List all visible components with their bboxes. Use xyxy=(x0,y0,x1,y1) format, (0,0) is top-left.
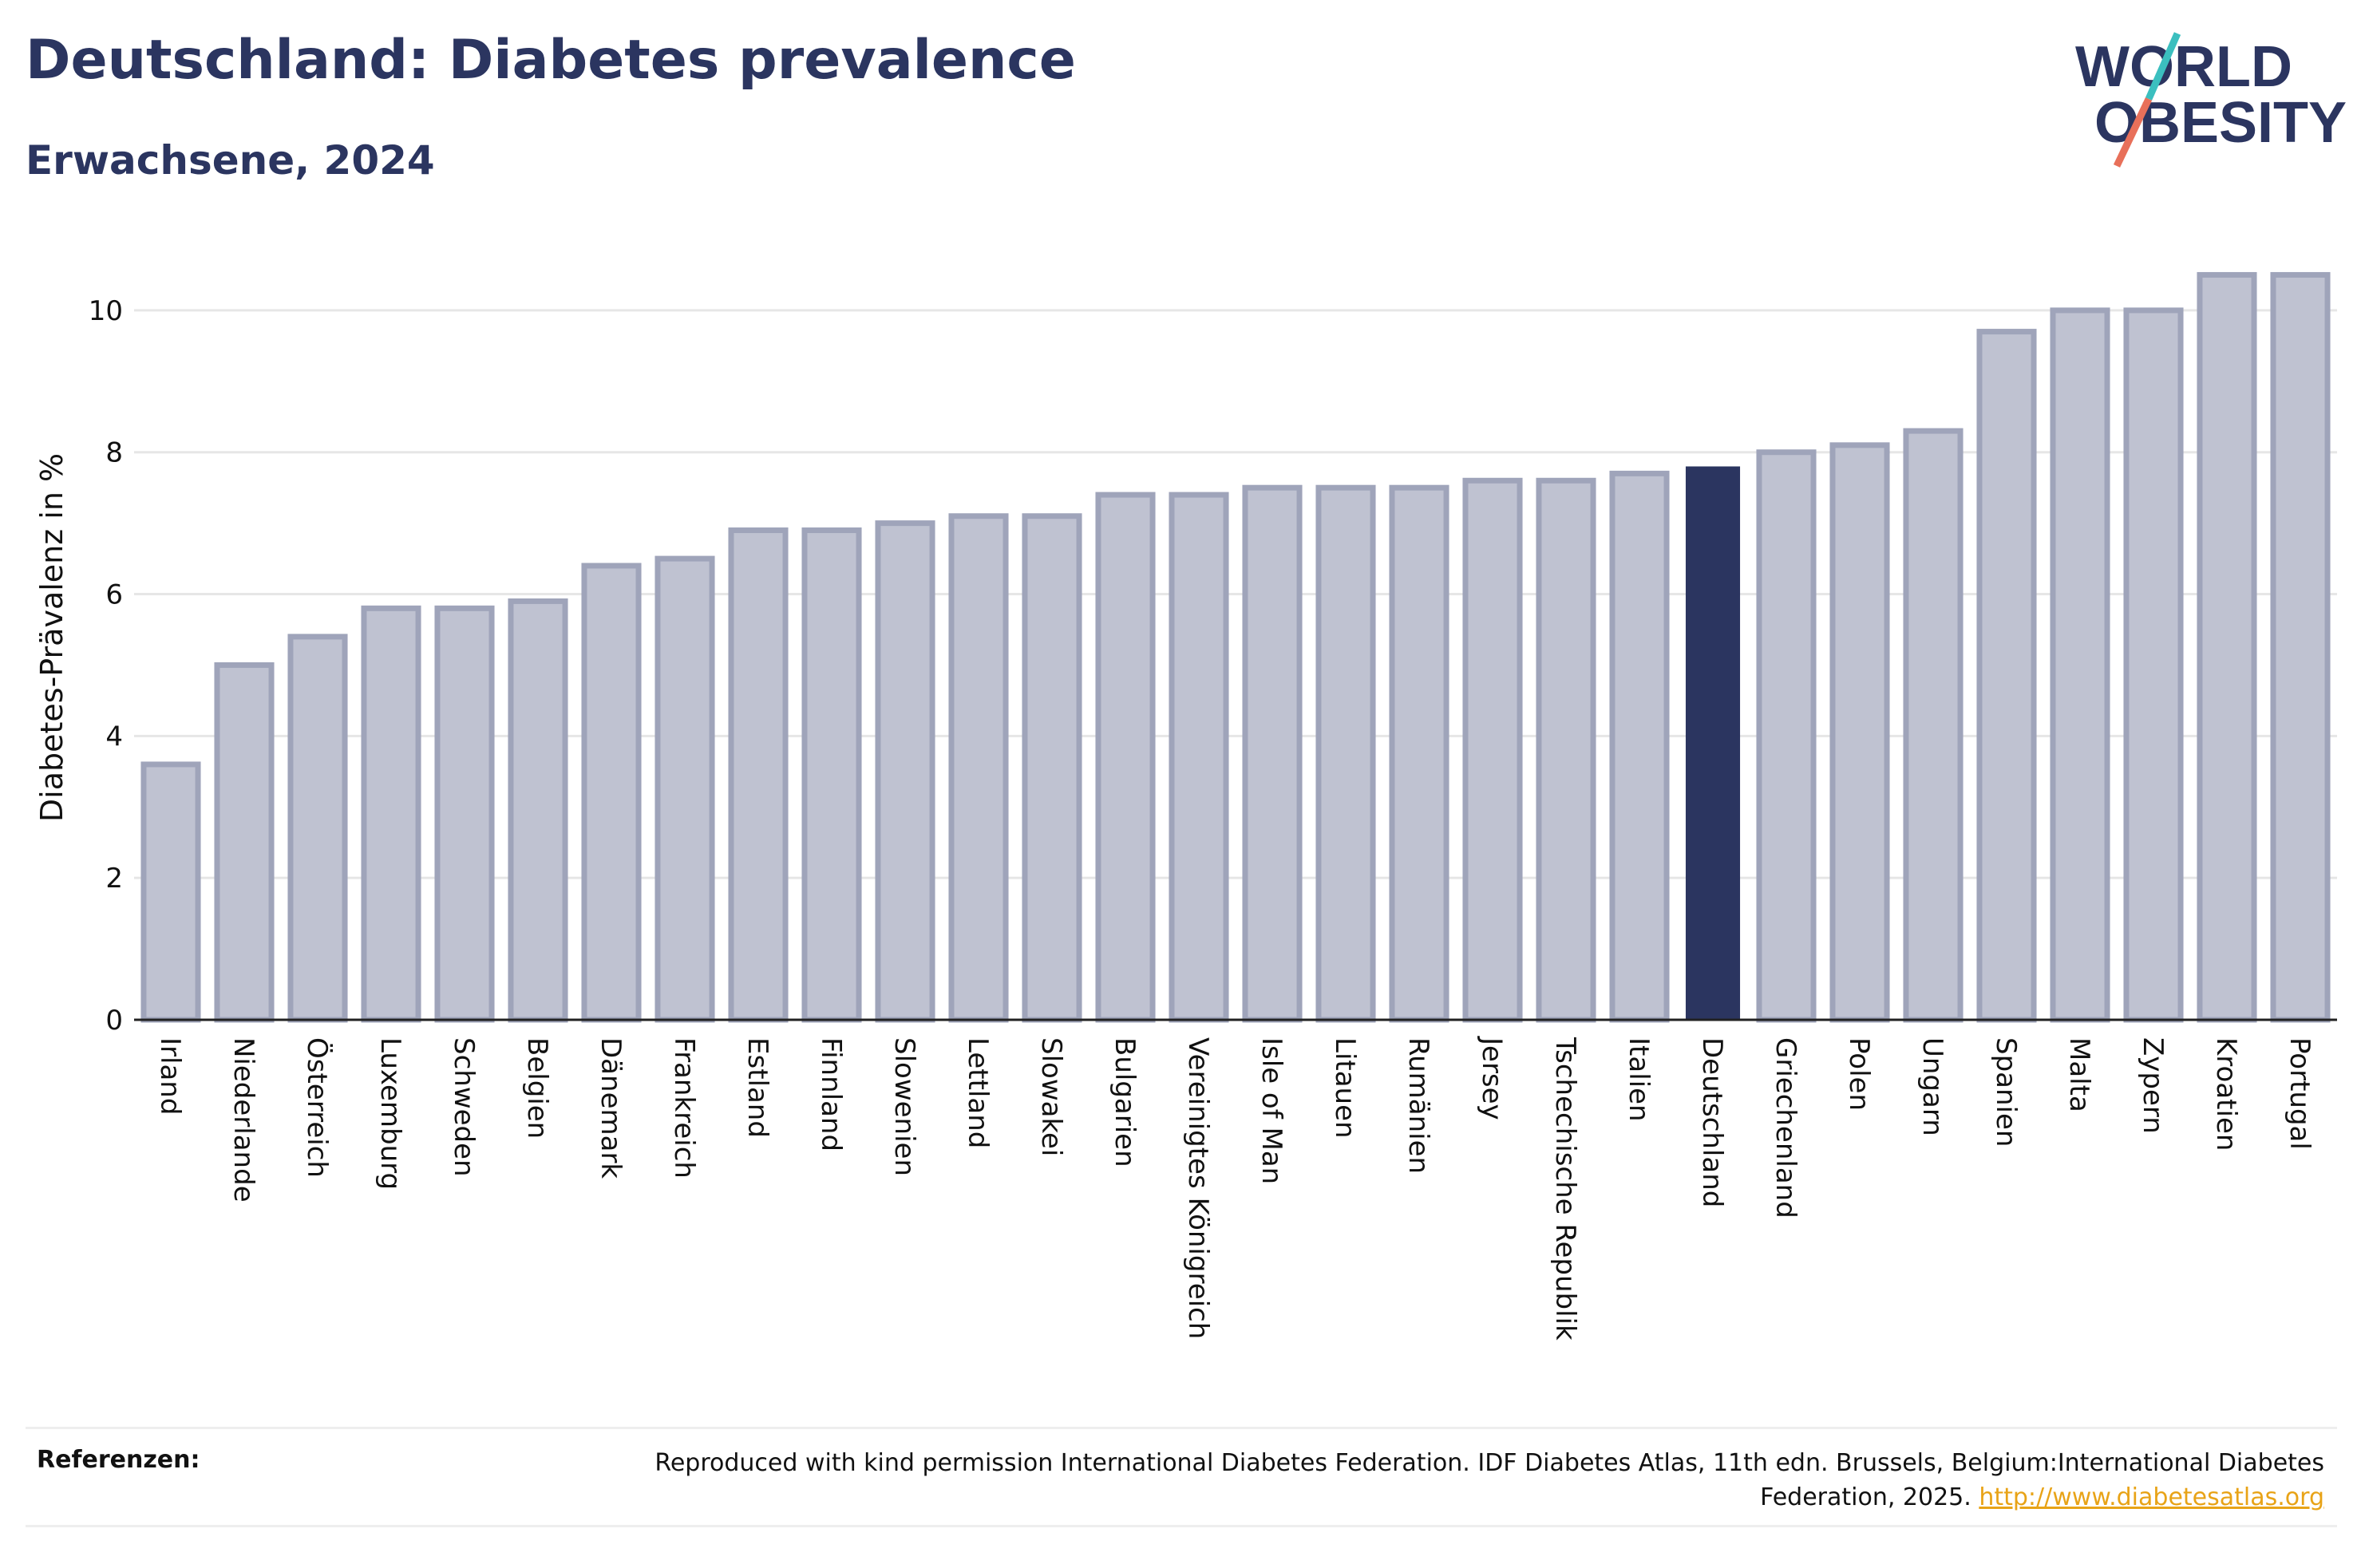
x-tick-label: Isle of Man xyxy=(1256,1037,1287,1184)
footer-divider-top xyxy=(26,1427,2337,1429)
bar xyxy=(1903,428,1964,1023)
x-tick-label: Schweden xyxy=(448,1037,480,1177)
x-tick-label: Spanien xyxy=(1990,1037,2022,1147)
x-tick-label: Italien xyxy=(1623,1037,1655,1122)
x-tick-label: Tschechische Republik xyxy=(1549,1037,1581,1341)
bar xyxy=(1536,477,1596,1023)
x-tick-label: Rumänien xyxy=(1402,1037,1434,1174)
y-tick-label: 8 xyxy=(105,437,123,469)
x-tick-label: Polen xyxy=(1843,1037,1875,1111)
bar xyxy=(1609,470,1670,1023)
x-tick-label: Luxemburg xyxy=(374,1037,406,1190)
bar xyxy=(801,527,862,1023)
logo-line1: WORLD xyxy=(2075,35,2292,99)
chart-subtitle: Erwachsene, 2024 xyxy=(26,137,435,184)
bar xyxy=(1169,492,1229,1023)
bar xyxy=(948,513,1009,1023)
logo-slash-coral xyxy=(2113,97,2153,168)
x-tick-label: Deutschland xyxy=(1696,1037,1728,1207)
x-tick-label: Lettland xyxy=(962,1037,994,1148)
chart-title: Deutschland: Diabetes prevalence xyxy=(26,29,1076,92)
x-tick-label: Irland xyxy=(154,1037,186,1115)
bar xyxy=(1315,484,1376,1023)
bar xyxy=(1242,484,1303,1023)
x-tick-label: Slowenien xyxy=(888,1037,920,1176)
x-tick-label: Kroatien xyxy=(2210,1037,2242,1151)
x-tick-label: Portugal xyxy=(2284,1037,2316,1150)
logo-slash-teal xyxy=(2145,32,2181,101)
bar xyxy=(1389,484,1449,1023)
y-tick-label: 10 xyxy=(89,295,123,327)
x-tick-label: Bulgarien xyxy=(1109,1037,1141,1167)
x-tick-label: Dänemark xyxy=(595,1037,627,1179)
references-text: Reproduced with kind permission Internat… xyxy=(655,1446,2324,1515)
y-tick-label: 0 xyxy=(105,1005,123,1037)
x-tick-label: Vereinigtes Königreich xyxy=(1182,1037,1214,1339)
bar xyxy=(875,520,935,1023)
bar xyxy=(361,605,421,1023)
bar xyxy=(581,563,642,1023)
bar xyxy=(1462,477,1523,1023)
x-tick-label: Griechenland xyxy=(1770,1037,1801,1218)
x-tick-label: Litauen xyxy=(1329,1037,1361,1139)
bar-highlight xyxy=(1685,466,1741,1020)
x-tick-label: Estland xyxy=(742,1037,773,1138)
bar xyxy=(1976,329,2037,1023)
x-tick-label: Frankreich xyxy=(668,1037,700,1179)
world-obesity-logo[interactable]: WORLD OBESITY xyxy=(2075,32,2347,168)
bar xyxy=(508,598,568,1023)
y-tick-label: 6 xyxy=(105,579,123,611)
y-tick-label: 4 xyxy=(105,721,123,752)
bar xyxy=(2123,307,2184,1023)
x-tick-label: Ungarn xyxy=(1916,1037,1948,1136)
x-tick-label: Österreich xyxy=(301,1037,334,1178)
bar-chart: 0 2 4 6 8 10 Diabetes-Prävalenz in % Irland Nied… xyxy=(34,271,2337,1341)
x-tick-label: Slowakei xyxy=(1035,1037,1067,1156)
bar xyxy=(140,761,201,1023)
bar xyxy=(728,527,789,1023)
bar xyxy=(1095,492,1156,1023)
footer-divider-bottom xyxy=(26,1525,2337,1527)
bar xyxy=(2270,271,2331,1023)
bar xyxy=(2197,271,2257,1023)
bar xyxy=(655,555,715,1023)
references-body: Reproduced with kind permission Internat… xyxy=(655,1449,2324,1511)
bar xyxy=(1022,513,1082,1023)
x-tick-label: Finnland xyxy=(815,1037,847,1151)
bar xyxy=(2050,307,2110,1023)
references-link[interactable]: http://www.diabetesatlas.org xyxy=(1979,1483,2324,1511)
x-tick-label: Niederlande xyxy=(227,1037,259,1203)
bar xyxy=(214,662,275,1023)
bar xyxy=(1829,442,1890,1023)
x-tick-label: Malta xyxy=(2063,1037,2095,1112)
x-tick-label: Zypern xyxy=(2137,1037,2169,1134)
y-axis-label: Diabetes-Prävalenz in % xyxy=(34,453,69,822)
x-tick-label: Belgien xyxy=(521,1037,553,1139)
x-tick-label: Jersey xyxy=(1476,1036,1508,1120)
references-label: Referenzen: xyxy=(37,1446,200,1474)
bar xyxy=(434,605,495,1023)
bar xyxy=(287,634,348,1023)
y-tick-label: 2 xyxy=(105,863,123,895)
bar xyxy=(1756,449,1817,1023)
